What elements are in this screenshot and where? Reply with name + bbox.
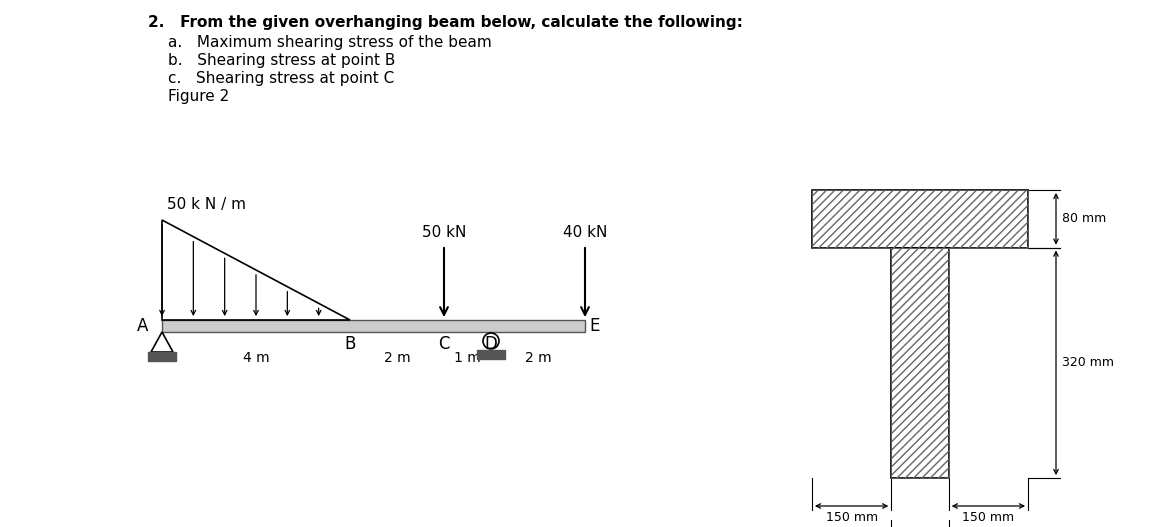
- Bar: [891, 248, 948, 478]
- Text: 320 mm: 320 mm: [1062, 356, 1114, 369]
- Text: 50 kN: 50 kN: [422, 225, 466, 240]
- Text: a.   Maximum shearing stress of the beam: a. Maximum shearing stress of the beam: [168, 35, 492, 50]
- Bar: [477, 350, 505, 359]
- Text: c.   Shearing stress at point C: c. Shearing stress at point C: [168, 71, 395, 86]
- Text: 4 m: 4 m: [243, 351, 269, 365]
- Text: 150 mm: 150 mm: [962, 511, 1014, 524]
- Bar: [148, 352, 176, 361]
- Text: Figure 2: Figure 2: [168, 89, 229, 104]
- Bar: [812, 190, 1028, 248]
- Text: 1 m: 1 m: [454, 351, 481, 365]
- Text: 40 kN: 40 kN: [563, 225, 607, 240]
- Text: A: A: [136, 317, 148, 335]
- Text: D: D: [484, 335, 497, 353]
- Text: b.   Shearing stress at point B: b. Shearing stress at point B: [168, 53, 395, 68]
- Text: C: C: [438, 335, 450, 353]
- Text: E: E: [589, 317, 599, 335]
- Bar: [812, 190, 1028, 248]
- Text: 2 m: 2 m: [384, 351, 410, 365]
- Bar: [162, 320, 585, 332]
- Text: 80 mm: 80 mm: [1062, 212, 1106, 226]
- Text: B: B: [344, 335, 356, 353]
- Text: 2.   From the given overhanging beam below, calculate the following:: 2. From the given overhanging beam below…: [148, 15, 743, 30]
- Text: 150 mm: 150 mm: [826, 511, 878, 524]
- Text: 50 k N / m: 50 k N / m: [167, 197, 246, 212]
- Bar: [891, 248, 948, 478]
- Text: 2 m: 2 m: [525, 351, 551, 365]
